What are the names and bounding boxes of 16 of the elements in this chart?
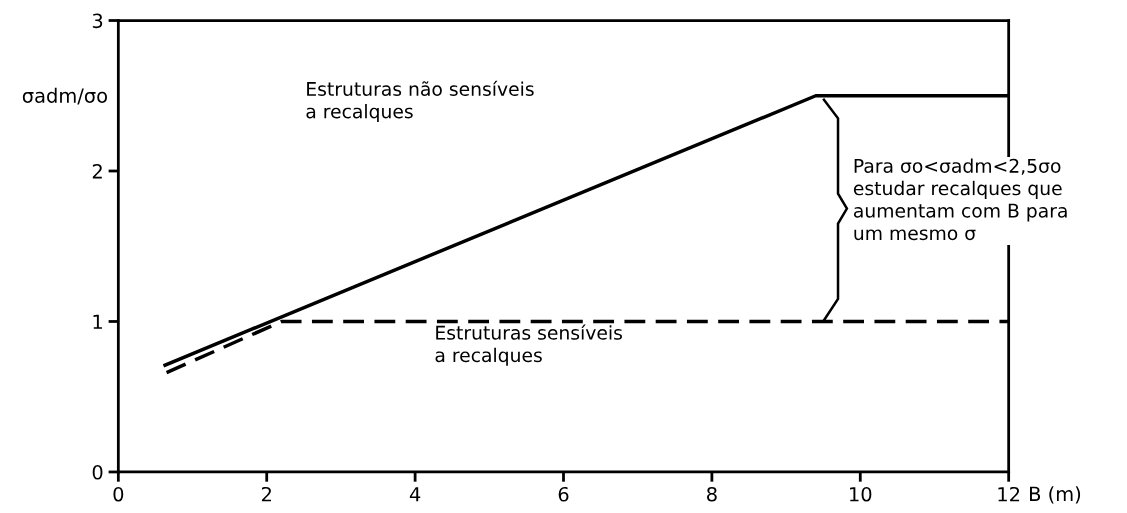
x-tick-label: 2 bbox=[261, 486, 271, 502]
annotation: Para σo<σadm<2,5σo estudar recalques que aumentam com B para um mesmo σ bbox=[853, 158, 1067, 241]
annotation: Estruturas não sensíveis a recalques bbox=[306, 80, 534, 123]
y-tick-label: 0 bbox=[92, 464, 103, 480]
y-tick-label: 1 bbox=[93, 314, 102, 329]
y-tick-label: 2 bbox=[92, 163, 102, 179]
x-tick-label: 0 bbox=[113, 486, 124, 502]
x-tick-label: 6 bbox=[558, 486, 569, 502]
y-tick-label: 3 bbox=[92, 13, 103, 29]
x-tick-label: 12 bbox=[998, 486, 1020, 502]
x-axis-title: B (m) bbox=[1030, 486, 1081, 504]
x-tick-label: 4 bbox=[409, 487, 421, 502]
y-axis-title: σadm/σo bbox=[22, 87, 107, 105]
x-tick-label: 8 bbox=[707, 486, 717, 502]
annotation: Estruturas sensíveis a recalques bbox=[435, 324, 622, 366]
x-tick-label: 10 bbox=[850, 486, 872, 502]
